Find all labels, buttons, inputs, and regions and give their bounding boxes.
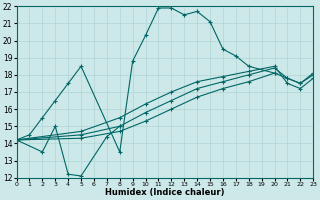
X-axis label: Humidex (Indice chaleur): Humidex (Indice chaleur) (105, 188, 225, 197)
